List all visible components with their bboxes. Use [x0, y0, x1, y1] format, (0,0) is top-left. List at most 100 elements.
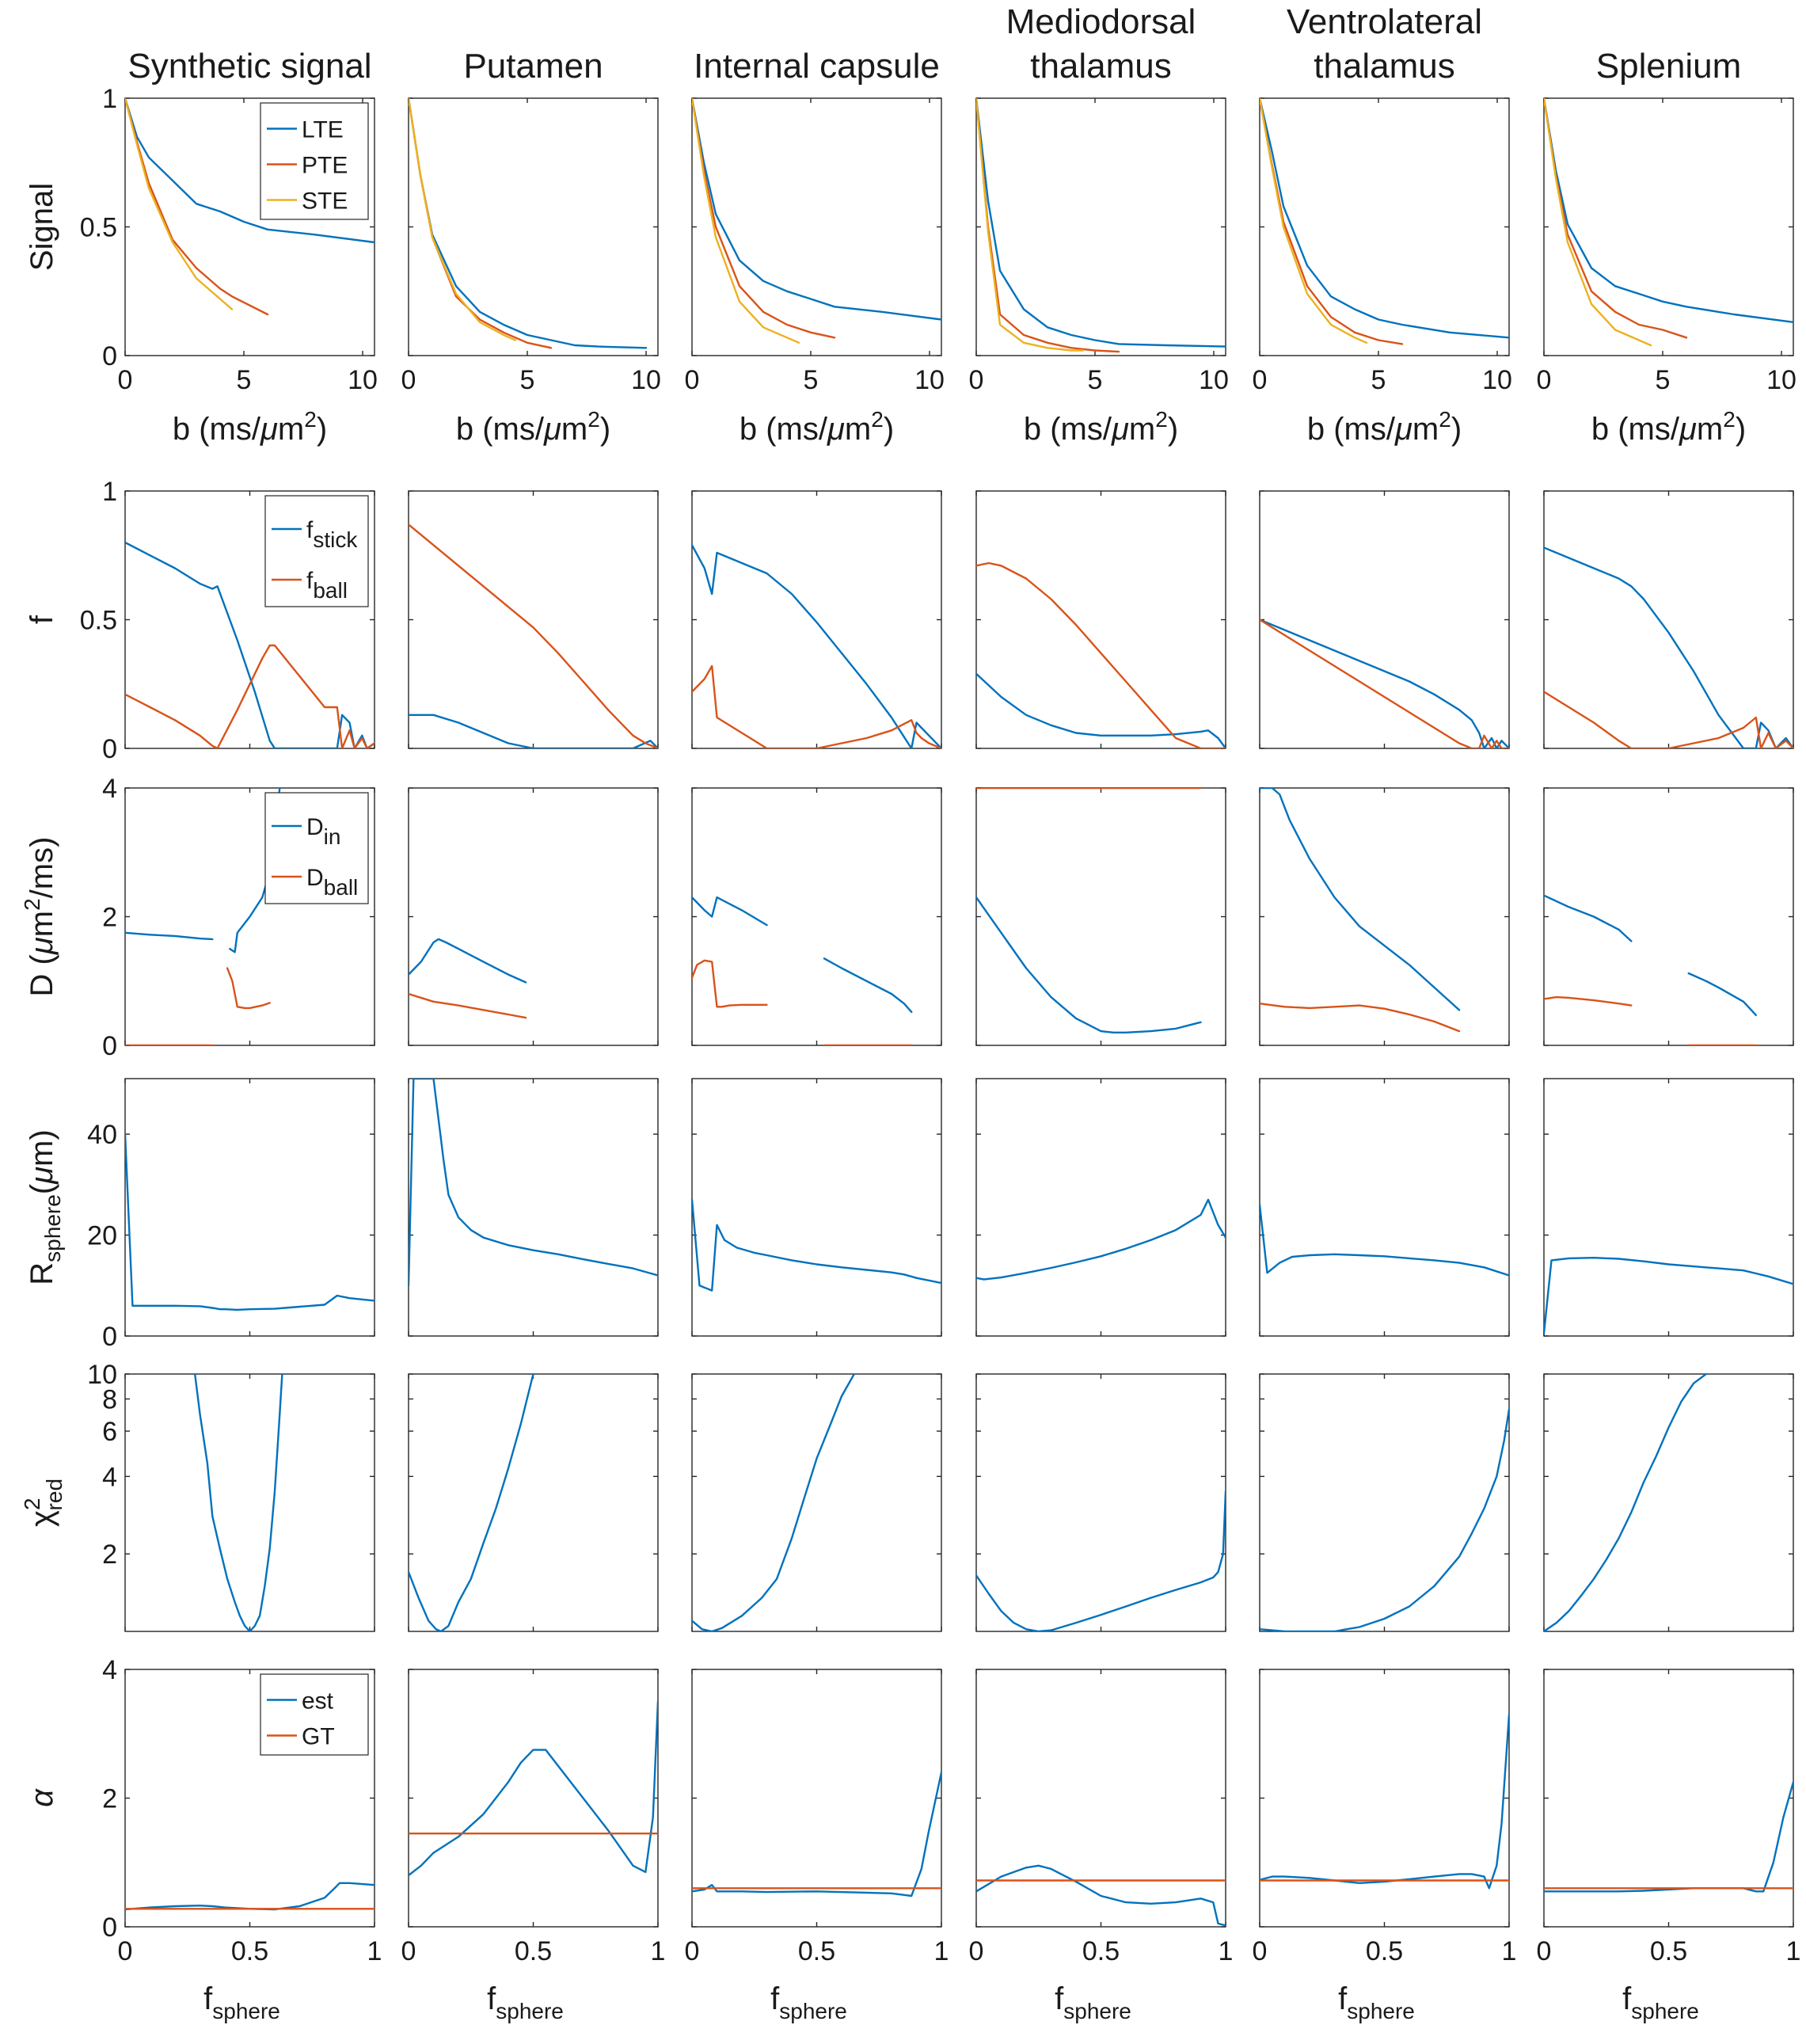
- panel-signal-3: 0 5 10 b (ms/μm2): [969, 97, 1229, 447]
- panel-frame: [975, 1669, 1226, 1928]
- panel-frame: [691, 1373, 942, 1632]
- series-line-chi2: [1260, 1408, 1509, 1631]
- panel-data: [125, 541, 375, 748]
- x-label-close: ): [1736, 412, 1746, 447]
- legend-entry-main: STE: [302, 188, 348, 215]
- panel-data: [692, 1374, 856, 1631]
- panel-R-2: [691, 1078, 942, 1337]
- column-title: Synthetic signal: [127, 47, 371, 86]
- series-line-f-ball: [409, 523, 658, 748]
- panel-alpha-4: 0 0.5 1 fsphere: [1253, 1669, 1517, 2023]
- panel-chi2-2: [691, 1373, 942, 1632]
- y-tick-label: 0: [102, 734, 117, 764]
- panel-signal-5: 0 5 10 b (ms/μm2): [1537, 97, 1796, 447]
- x-tick-label: 0.5: [1366, 1936, 1403, 1966]
- column-title: Ventrolateral: [1287, 2, 1482, 41]
- x-label-main: b (ms/: [1307, 412, 1396, 447]
- panel-data: [409, 1374, 534, 1631]
- series-line-d-in: [1544, 894, 1633, 942]
- panel-frame: [691, 490, 942, 749]
- legend-entry-main: PTE: [302, 153, 348, 179]
- x-tick-label: 5: [520, 365, 535, 395]
- x-label-main: b (ms/: [1591, 412, 1680, 447]
- x-tick-label: 0.5: [515, 1936, 552, 1966]
- series-line-r: [1260, 1204, 1509, 1277]
- x-axis-label: fsphere: [487, 1981, 564, 2023]
- x-axis-label: b (ms/μm2): [740, 407, 894, 447]
- series-line-chi2: [692, 1374, 856, 1631]
- series-line-est: [692, 1771, 941, 1897]
- series-line-r: [409, 1079, 658, 1287]
- y-tick-label: 40: [87, 1120, 117, 1150]
- y-axis-label: Rsphere(μm): [25, 1129, 65, 1285]
- y-label-tail: m): [25, 1129, 59, 1167]
- x-tick-label: 0: [685, 365, 700, 395]
- x-tick-label: 0.5: [1650, 1936, 1687, 1966]
- series-line-r: [692, 1198, 941, 1292]
- legend: est GT: [260, 1673, 369, 1756]
- panel-frame: [408, 1669, 659, 1928]
- panel-frame: [1543, 1373, 1794, 1632]
- x-label-sup: 2: [304, 407, 317, 432]
- x-tick-label: 0.5: [231, 1936, 268, 1966]
- series-line-est: [125, 1882, 375, 1911]
- series-line-f-ball: [1260, 619, 1509, 748]
- legend-entry-sub: ball: [324, 875, 359, 900]
- legend-entry: est: [302, 1688, 334, 1715]
- y-tick-label: 0.5: [80, 213, 117, 243]
- series-line-lte: [1544, 98, 1793, 323]
- column-title: Mediodorsal: [1006, 2, 1196, 41]
- series-line-r: [976, 1198, 1226, 1281]
- panel-alpha-1: 0 0.5 1 fsphere: [401, 1669, 666, 2023]
- panel-frame: [124, 1078, 375, 1337]
- y-tick-label: 4: [102, 1655, 117, 1685]
- x-tick-label: 1: [651, 1936, 666, 1966]
- x-tick-label: 10: [348, 365, 378, 395]
- x-tick-label: 0: [118, 365, 133, 395]
- x-tick-label: 0.5: [1082, 1936, 1120, 1966]
- panel-data: [692, 896, 913, 1045]
- y-tick-label: 0: [102, 1031, 117, 1061]
- x-label-main: f: [1622, 1981, 1632, 2016]
- panel-frame: [408, 1078, 659, 1337]
- panel-chi2-1: [408, 1373, 659, 1632]
- x-tick-label: 1: [1502, 1936, 1517, 1966]
- series-line-lte: [409, 98, 648, 349]
- series-line-lte: [692, 98, 941, 321]
- y-axis-label: D (μm2/ms): [20, 837, 59, 997]
- panel-data: [692, 544, 941, 748]
- column-title: Internal capsule: [694, 47, 940, 86]
- panel-data: [1260, 619, 1509, 748]
- panel-D-5: [1543, 787, 1794, 1046]
- x-axis-label: fsphere: [1622, 1981, 1699, 2023]
- x-tick-label: 0: [1537, 1936, 1552, 1966]
- panel-frame: [1543, 490, 1794, 749]
- series-line-pte: [692, 98, 836, 339]
- series-line-d-in: [1260, 788, 1461, 1011]
- legend-entry: GT: [302, 1724, 335, 1750]
- panel-data: [1260, 98, 1509, 345]
- panel-data: [409, 938, 527, 1019]
- x-label-close: ): [317, 412, 327, 447]
- panel-data: [976, 788, 1202, 1034]
- x-label-sub: sphere: [212, 1999, 280, 2023]
- x-tick-label: 10: [914, 365, 945, 395]
- x-label-main: f: [770, 1981, 780, 2016]
- legend-entry: Dball: [306, 865, 358, 900]
- series-line-d-ball: [692, 959, 768, 1008]
- panel-f-3: [975, 490, 1226, 749]
- panel-frame: [975, 1078, 1226, 1337]
- x-label-sub: sphere: [1631, 1999, 1699, 2023]
- x-tick-label: 1: [1786, 1936, 1801, 1966]
- x-label-tail: m: [1412, 412, 1439, 447]
- y-label-main: f: [25, 615, 59, 624]
- x-label-main: b (ms/: [456, 412, 545, 447]
- x-label-sup: 2: [1723, 407, 1736, 432]
- panel-frame: [1543, 787, 1794, 1046]
- column-title: thalamus: [1030, 47, 1172, 86]
- panel-frame: [691, 1078, 942, 1337]
- panel-D-1: [408, 787, 659, 1046]
